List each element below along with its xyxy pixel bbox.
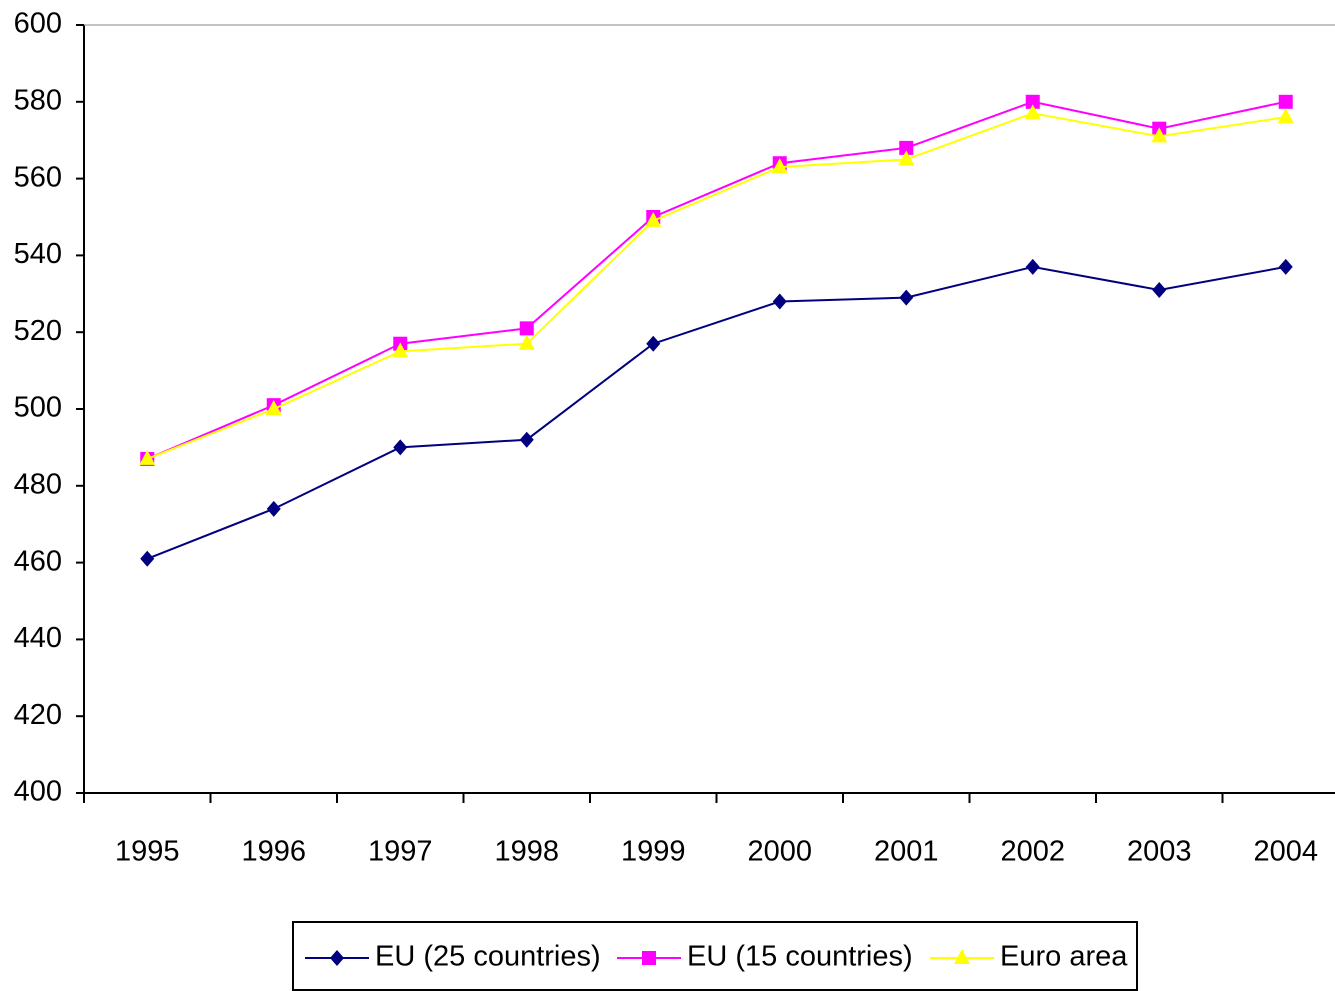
data-point [1152,281,1167,298]
series-line [146,100,1286,460]
x-tick-label: 1999 [621,836,686,868]
data-point [772,293,787,310]
data-point [266,500,281,517]
x-tick-label: 2000 [747,836,812,868]
legend-marker [954,949,970,964]
data-point [1025,258,1040,275]
y-tick-label: 400 [14,776,62,808]
data-point [518,334,535,350]
data-point [140,550,155,567]
series-line [146,112,1286,460]
data-point [899,289,914,306]
x-tick-label: 2003 [1127,836,1192,868]
x-tick-label: 1997 [368,836,433,868]
data-point [519,431,534,448]
data-point [265,400,282,415]
data-point [645,211,662,227]
x-tick-label: 2002 [1000,836,1065,868]
data-point [1278,258,1293,275]
data-point [393,439,408,456]
data-point [392,342,409,358]
y-tick-label: 460 [14,545,62,577]
data-point [1024,104,1041,120]
legend-label: Euro area [1000,941,1128,973]
y-tick-label: 520 [14,315,62,347]
data-point [898,150,915,166]
data-point [1025,94,1040,109]
data-point [1151,127,1168,143]
x-tick-label: 1996 [241,836,306,868]
x-tick-label: 2004 [1253,836,1318,868]
y-tick-label: 480 [14,468,62,500]
legend-label: EU (15 countries) [687,941,913,973]
data-point [519,321,534,336]
y-tick-label: 440 [14,622,62,654]
y-tick-label: 420 [14,699,62,731]
data-point [1278,94,1293,109]
legend-box [292,921,1138,991]
y-tick-label: 560 [14,161,62,193]
legend-marker [642,951,656,965]
series-line [146,265,1286,560]
y-tick-label: 500 [14,392,62,424]
data-point [771,158,788,174]
data-point [646,335,661,352]
x-tick-label: 1995 [115,836,180,868]
x-tick-label: 2001 [874,836,939,868]
y-tick-label: 600 [14,8,62,40]
y-tick-label: 540 [14,238,62,270]
x-tick-label: 1998 [494,836,559,868]
y-tick-label: 580 [14,84,62,116]
legend-marker [330,950,344,966]
data-point [1277,108,1294,124]
legend-label: EU (25 countries) [375,941,601,973]
data-point [899,140,914,155]
data-point [139,449,156,465]
